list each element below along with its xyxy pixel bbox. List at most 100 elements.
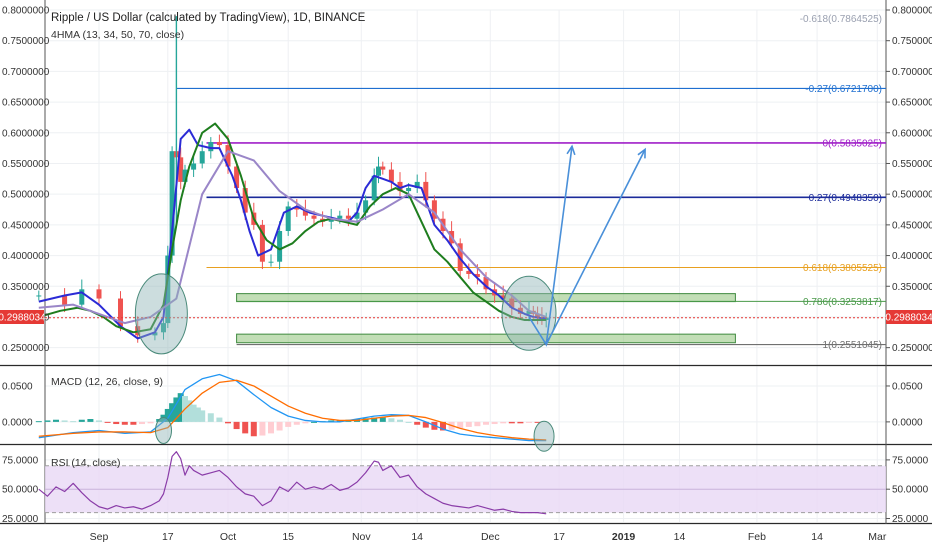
macd-histogram-bar [302, 421, 309, 424]
macd-histogram-bar [225, 421, 231, 424]
x-tick-label: 14 [411, 531, 423, 543]
macd-line [38, 379, 547, 441]
fib-level-label: -0.27(0.6721700) [805, 84, 882, 95]
macd-histogram-bar [61, 420, 68, 422]
price-tick-label-left: 0.4000000 [2, 251, 50, 262]
rsi-tick-label-left: 75.0000 [2, 455, 39, 466]
price-tick-label-left: 0.8000000 [2, 6, 50, 17]
macd-histogram-bar [474, 421, 481, 427]
price-tick-label-left: 0.7000000 [2, 67, 50, 78]
candle [191, 163, 197, 170]
macd-histogram-bar [53, 419, 59, 422]
x-tick-label: 17 [553, 531, 565, 543]
candle [311, 215, 317, 219]
price-tick-label-right: 0.5000000 [892, 190, 932, 201]
price-panel[interactable]: -0.618(0.7864525) -0.27(0.6721700) 0(0.583… [36, 14, 886, 355]
candle [526, 310, 532, 314]
macd-tick-label-right: 0.0000 [892, 417, 923, 428]
x-tick-label: Feb [748, 531, 766, 543]
macd-histogram-bar [139, 421, 145, 425]
macd-histogram-bar [194, 407, 201, 422]
price-tick-label-right: 0.8000000 [892, 6, 932, 17]
candle [397, 181, 403, 192]
macd-histogram-bar [104, 421, 111, 423]
macd-histogram-bar [465, 421, 472, 427]
macd-histogram-bar [216, 417, 223, 422]
candle [466, 270, 472, 274]
projection-arrow-head [637, 147, 646, 159]
macd-histogram-bar [491, 421, 498, 425]
rsi-panel[interactable] [38, 451, 886, 515]
x-tick-label: 14 [674, 531, 686, 543]
price-tick-label-right: 0.6500000 [892, 98, 932, 109]
price-tick-label-right: 0.7500000 [892, 36, 932, 47]
candle [388, 169, 394, 182]
candle [242, 188, 248, 213]
macd-histogram-bar [113, 421, 120, 425]
panel-separators [0, 0, 932, 525]
candle [509, 298, 515, 308]
macd-histogram-bar [336, 420, 343, 422]
macd-histogram-bar [311, 421, 317, 423]
candle [500, 295, 506, 299]
price-tick-label-right: 0.3500000 [892, 282, 932, 293]
last-price-right-label: 0.2988034 [885, 313, 932, 324]
rsi-panel-title: RSI (14, close) [51, 457, 120, 469]
macd-line [38, 373, 547, 442]
macd-histogram-bar [362, 418, 369, 422]
last-price-left-tag: 0.2988034 [0, 310, 46, 324]
price-tick-label-right: 0.6000000 [892, 128, 932, 139]
macd-histogram-bar [328, 420, 335, 422]
macd-histogram-bar [78, 419, 85, 422]
macd-histogram-bar [177, 393, 184, 422]
x-tick-label: Oct [220, 531, 236, 543]
macd-histogram-bar [164, 408, 171, 422]
macd-histogram-bar [169, 403, 176, 422]
x-tick-label: Nov [352, 531, 371, 543]
macd-histogram-bar [534, 421, 541, 423]
macd-histogram-bar [130, 421, 137, 425]
macd-panel[interactable] [35, 373, 555, 452]
macd-tick-label-right: 0.0500 [892, 381, 923, 392]
indicator-label: 4HMA (13, 34, 50, 70, close) [51, 29, 184, 41]
candle [337, 215, 343, 219]
fib-level-label: 0(0.5835025) [823, 138, 883, 149]
macd-histogram-bar [156, 419, 163, 422]
candle [182, 169, 188, 182]
price-tick-label-left: 0.2500000 [2, 343, 50, 354]
candle [535, 313, 541, 317]
macd-histogram-bar [517, 421, 524, 424]
price-tick-label-right: 0.2500000 [892, 343, 932, 354]
rsi-tick-label-left: 50.0000 [2, 485, 39, 496]
macd-histogram-bar [199, 410, 206, 422]
macd-histogram-bar [405, 421, 412, 423]
candle [225, 145, 231, 167]
macd-histogram-bar [500, 421, 507, 424]
moving-average-line [38, 150, 547, 325]
macd-histogram-bar [35, 421, 42, 423]
fib-level-label: 1(0.2551045) [823, 340, 883, 351]
macd-histogram-bar [268, 421, 274, 434]
macd-histogram-bar [250, 421, 257, 437]
price-tick-label-right: 0.4500000 [892, 220, 932, 231]
last-price-right-tag: 0.2988034 [885, 310, 932, 324]
candle [268, 261, 274, 263]
candle [363, 200, 369, 213]
fib-level-label: 0.27(0.4948350) [809, 193, 882, 204]
support-zone [236, 333, 736, 344]
rsi-tick-label-right: 75.0000 [892, 455, 929, 466]
candle [169, 151, 175, 256]
x-tick-label: Mar [868, 531, 887, 543]
macd-histogram-bar [147, 421, 154, 424]
fib-level-label: 0.618(0.3805525) [803, 263, 882, 274]
macd-histogram-bar [121, 421, 128, 425]
x-tick-label: 15 [282, 531, 294, 543]
price-tick-label-right: 0.7000000 [892, 67, 932, 78]
macd-highlight [155, 417, 172, 445]
macd-histogram-bar [483, 421, 489, 425]
candle [277, 231, 283, 262]
rsi-line [38, 451, 547, 515]
macd-histogram-bar [233, 421, 240, 430]
macd-histogram-bar [70, 421, 77, 423]
